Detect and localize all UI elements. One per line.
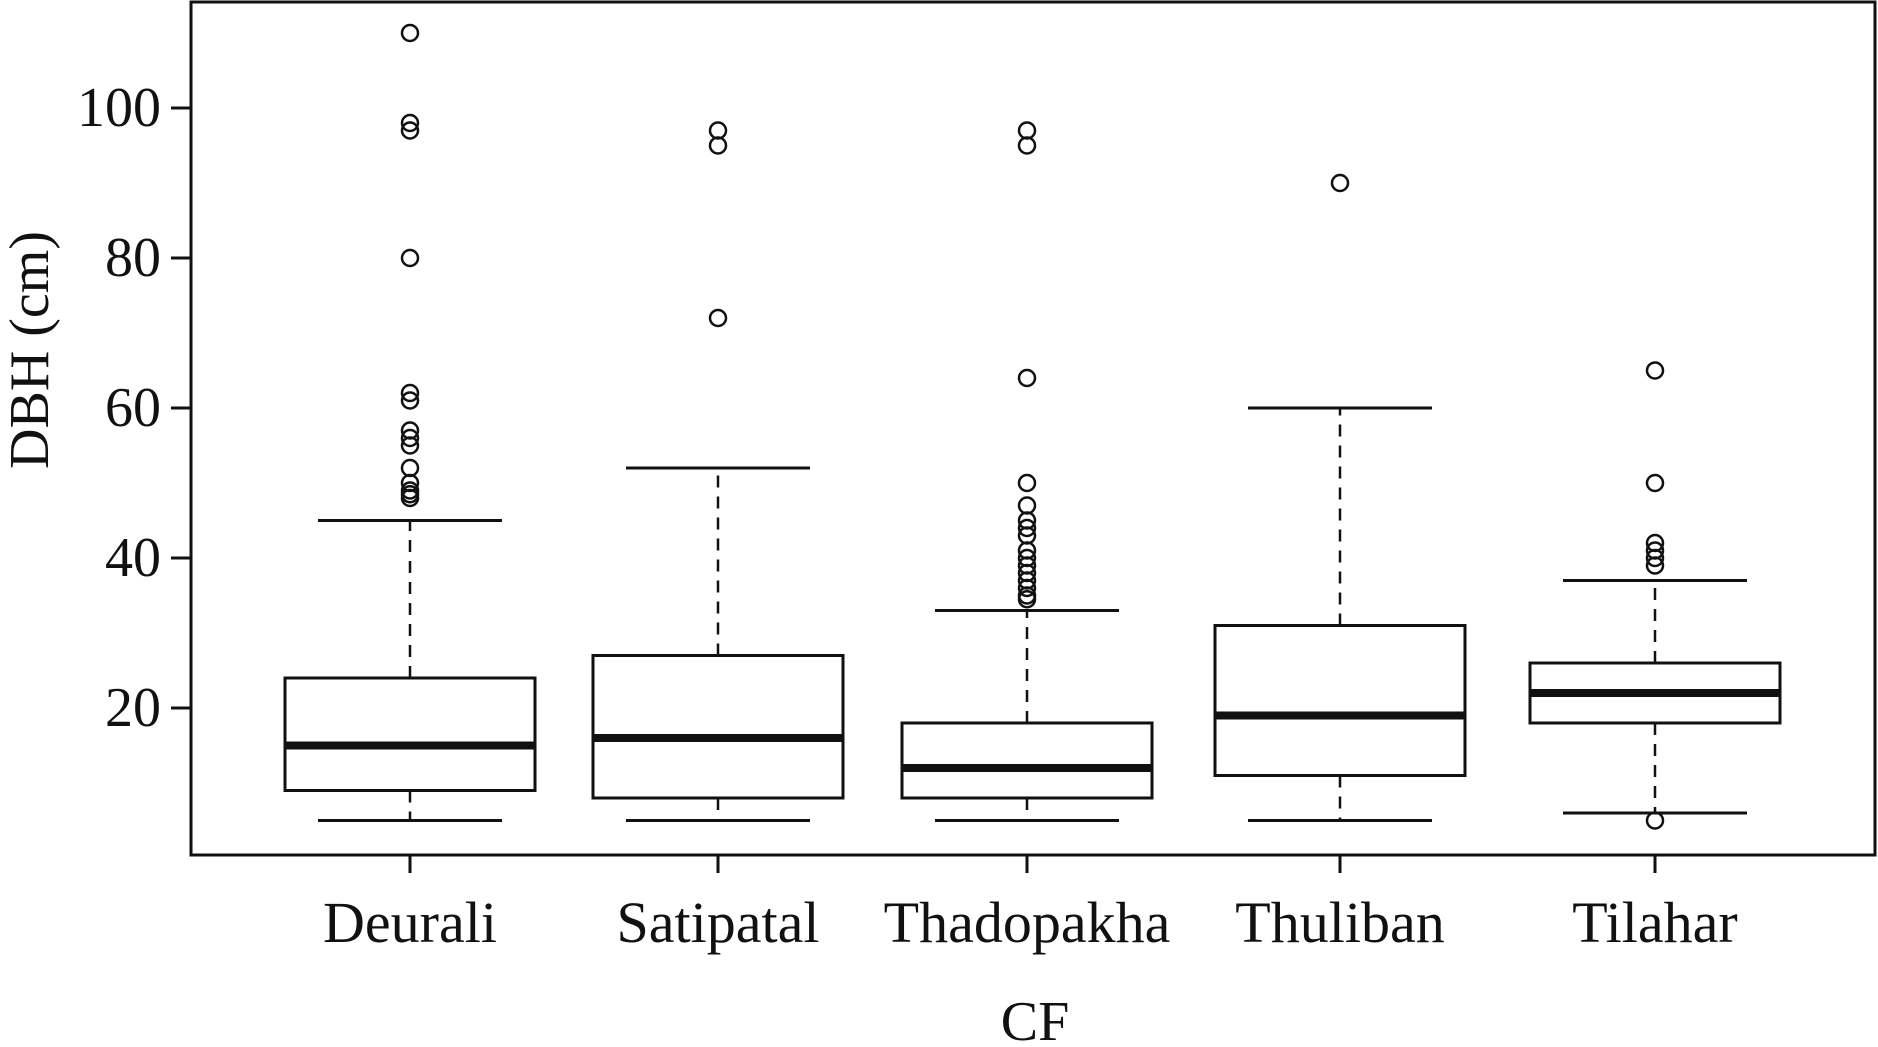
outlier-point-thuliban-0 xyxy=(1330,173,1350,193)
outlier-point-thadopakha-15 xyxy=(1017,590,1037,609)
y-tick-label-20: 20 xyxy=(105,677,161,739)
outlier-point-deurali-8 xyxy=(400,436,420,455)
x-axis: Deurali Satipatal Thadopakha Thuliban Tilaha… xyxy=(323,855,1738,955)
outlier-point-deurali-7 xyxy=(400,428,420,448)
outlier-point-satipatal-0 xyxy=(708,121,728,140)
outlier-point-satipatal-1 xyxy=(708,136,728,155)
outlier-point-deurali-4 xyxy=(400,383,420,403)
box-thadopakha xyxy=(900,121,1154,822)
outlier-point-deurali-9 xyxy=(400,458,420,478)
plot-area xyxy=(189,0,1877,857)
y-tick-label-100: 100 xyxy=(77,77,161,139)
outlier-point-thadopakha-13 xyxy=(1017,578,1037,598)
x-tick-label-thuliban: Thuliban xyxy=(1235,890,1444,955)
outlier-point-deurali-2 xyxy=(400,121,420,140)
outlier-point-thadopakha-1 xyxy=(1017,136,1037,155)
x-tick-label-thadopakha: Thadopakha xyxy=(884,890,1171,955)
outlier-point-thadopakha-2 xyxy=(1017,368,1037,388)
iqr-box-deurali xyxy=(283,676,537,792)
outlier-point-thadopakha-4 xyxy=(1017,496,1037,515)
y-tick-label-80: 80 xyxy=(105,227,161,289)
box-tilahar xyxy=(1528,361,1782,830)
outlier-point-tilahar-0 xyxy=(1645,361,1665,380)
outlier-point-thadopakha-0 xyxy=(1017,121,1037,140)
iqr-box-thuliban xyxy=(1213,624,1467,777)
y-tick-label-40: 40 xyxy=(105,527,161,589)
outlier-point-thadopakha-3 xyxy=(1017,473,1037,493)
x-axis-label: CF xyxy=(1001,991,1070,1047)
outlier-point-deurali-13 xyxy=(400,488,420,508)
x-tick-label-deurali: Deurali xyxy=(323,890,497,955)
outlier-point-tilahar-1 xyxy=(1645,473,1665,493)
outlier-point-deurali-3 xyxy=(400,248,420,268)
iqr-box-satipatal xyxy=(591,654,845,800)
box-satipatal xyxy=(591,121,845,822)
box-deurali xyxy=(283,23,537,822)
y-axis: 20 40 60 80 100 xyxy=(77,77,191,739)
outlier-point-tilahar-4 xyxy=(1645,548,1665,568)
outlier-point-deurali-1 xyxy=(400,113,420,133)
outlier-point-tilahar-6 xyxy=(1645,811,1665,830)
y-axis-label: DBH (cm) xyxy=(0,231,61,469)
box-series xyxy=(283,23,1782,830)
outlier-point-thadopakha-6 xyxy=(1017,518,1037,538)
outlier-point-deurali-5 xyxy=(400,391,420,410)
box-thuliban xyxy=(1213,173,1467,822)
outlier-point-deurali-0 xyxy=(400,23,420,43)
x-tick-label-satipatal: Satipatal xyxy=(617,890,820,955)
outlier-point-satipatal-2 xyxy=(708,308,728,328)
x-tick-label-tilahar: Tilahar xyxy=(1572,890,1737,955)
outlier-point-deurali-12 xyxy=(400,485,420,504)
iqr-box-thadopakha xyxy=(900,721,1154,800)
y-tick-label-60: 60 xyxy=(105,377,161,439)
outlier-point-tilahar-5 xyxy=(1645,556,1665,575)
